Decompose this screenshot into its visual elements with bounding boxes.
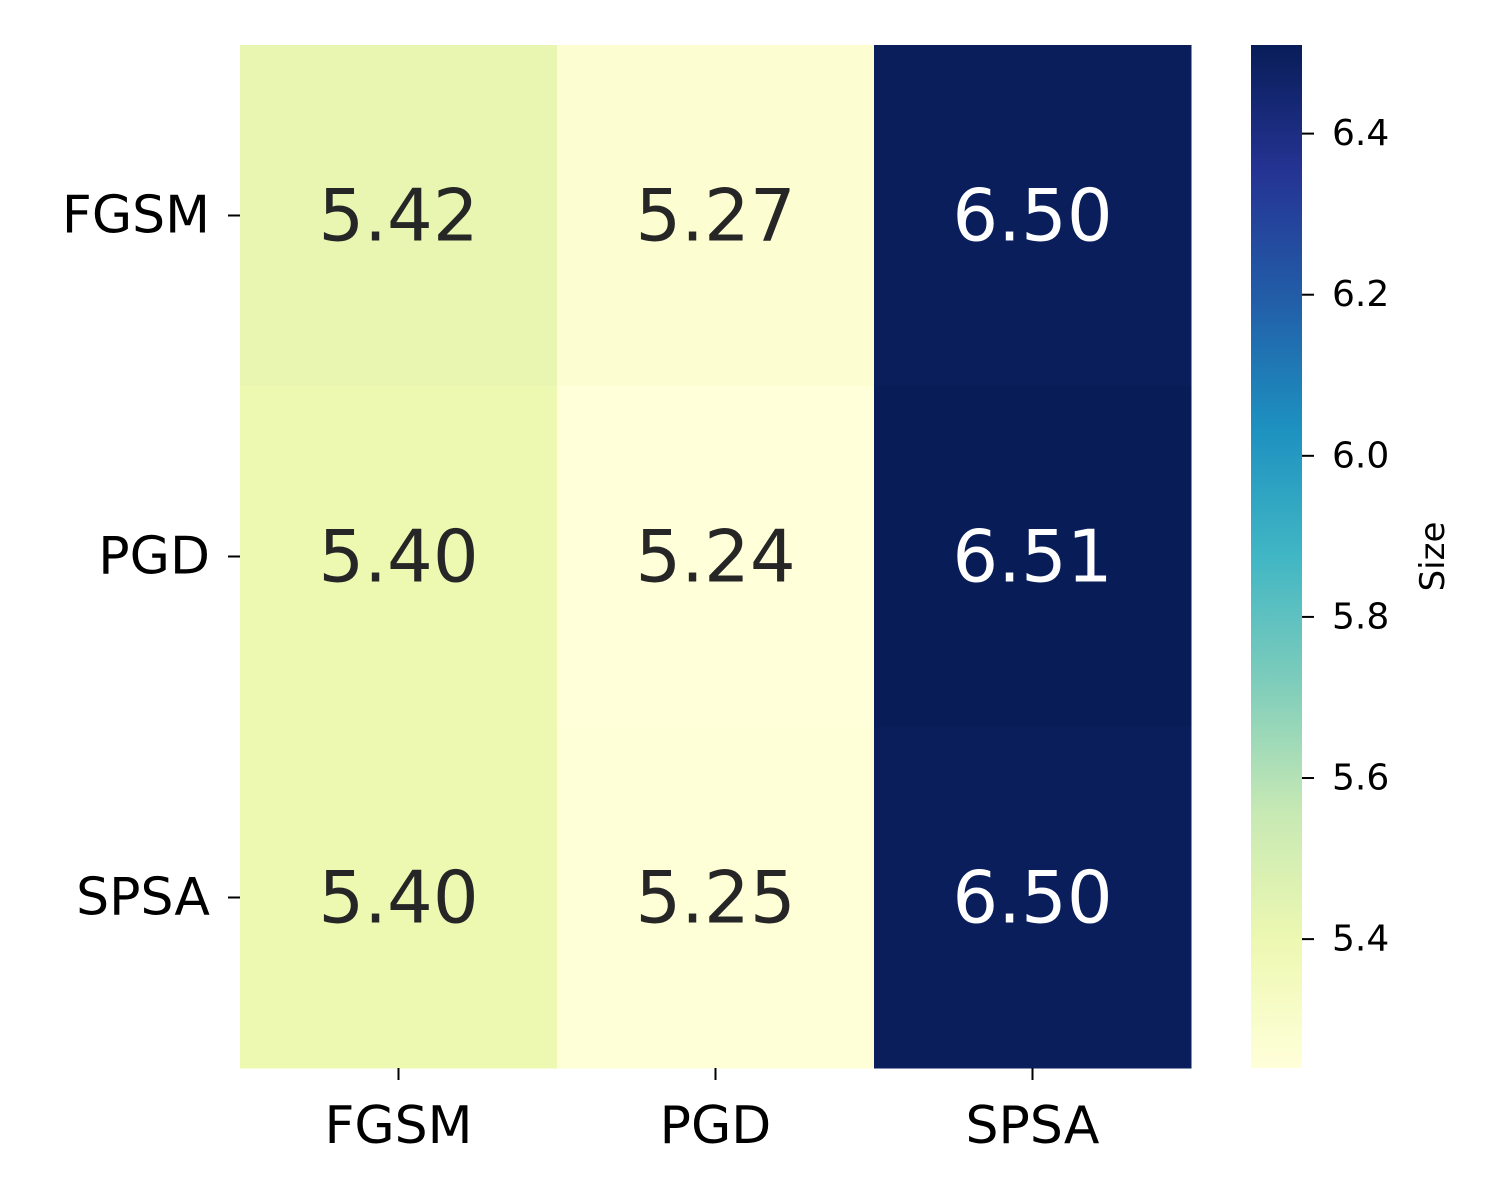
heatmap-cell-spsa-spsa (874, 727, 1192, 1069)
colorbar-tick-label: 6.2 (1332, 274, 1389, 315)
heatmap-cell-fgsm-pgd (557, 45, 875, 387)
heatmap-cell-fgsm-fgsm (240, 45, 558, 387)
colorbar: 5.4 5.6 5.8 6.0 6.2 6.4 Size (1251, 45, 1453, 1068)
colorbar-gradient (1251, 45, 1302, 1068)
heatmap-cell-pgd-spsa (874, 386, 1192, 728)
cell-value-label: 5.27 (635, 174, 795, 258)
x-axis: FGSM PGD SPSA (324, 1068, 1100, 1156)
heatmap-cell-pgd-pgd (557, 386, 875, 728)
heatmap-cell-labels: 5.42 5.27 6.50 5.40 5.24 6.51 5.40 5.25 6.50 (318, 174, 1112, 940)
x-tick-label: PGD (660, 1096, 772, 1156)
y-tick-label: SPSA (76, 868, 210, 928)
cell-value-label: 5.42 (318, 174, 478, 258)
cell-value-label: 6.51 (952, 515, 1112, 599)
colorbar-tick-label: 6.4 (1332, 113, 1389, 154)
x-tick-label: SPSA (966, 1096, 1100, 1156)
colorbar-tick-label: 5.8 (1332, 596, 1389, 637)
cell-value-label: 6.50 (952, 174, 1112, 258)
heatmap-cells (240, 45, 1192, 1069)
cell-value-label: 5.25 (635, 856, 795, 940)
heatmap-cell-spsa-pgd (557, 727, 875, 1069)
heatmap-cell-pgd-fgsm (240, 386, 558, 728)
y-axis: FGSM PGD SPSA (62, 186, 240, 928)
y-tick-label: FGSM (62, 186, 210, 246)
heatmap-cell-fgsm-spsa (874, 45, 1192, 387)
cell-value-label: 5.40 (318, 856, 478, 940)
cell-value-label: 5.24 (635, 515, 795, 599)
colorbar-tick-label: 5.4 (1332, 919, 1389, 960)
heatmap-cell-spsa-fgsm (240, 727, 558, 1069)
x-tick-label: FGSM (324, 1096, 472, 1156)
colorbar-tick-label: 6.0 (1332, 435, 1389, 476)
y-tick-label: PGD (98, 527, 210, 587)
colorbar-ticks: 5.4 5.6 5.8 6.0 6.2 6.4 (1302, 113, 1389, 960)
cell-value-label: 6.50 (952, 856, 1112, 940)
colorbar-label: Size (1413, 522, 1453, 592)
colorbar-tick-label: 5.6 (1332, 758, 1389, 799)
cell-value-label: 5.40 (318, 515, 478, 599)
